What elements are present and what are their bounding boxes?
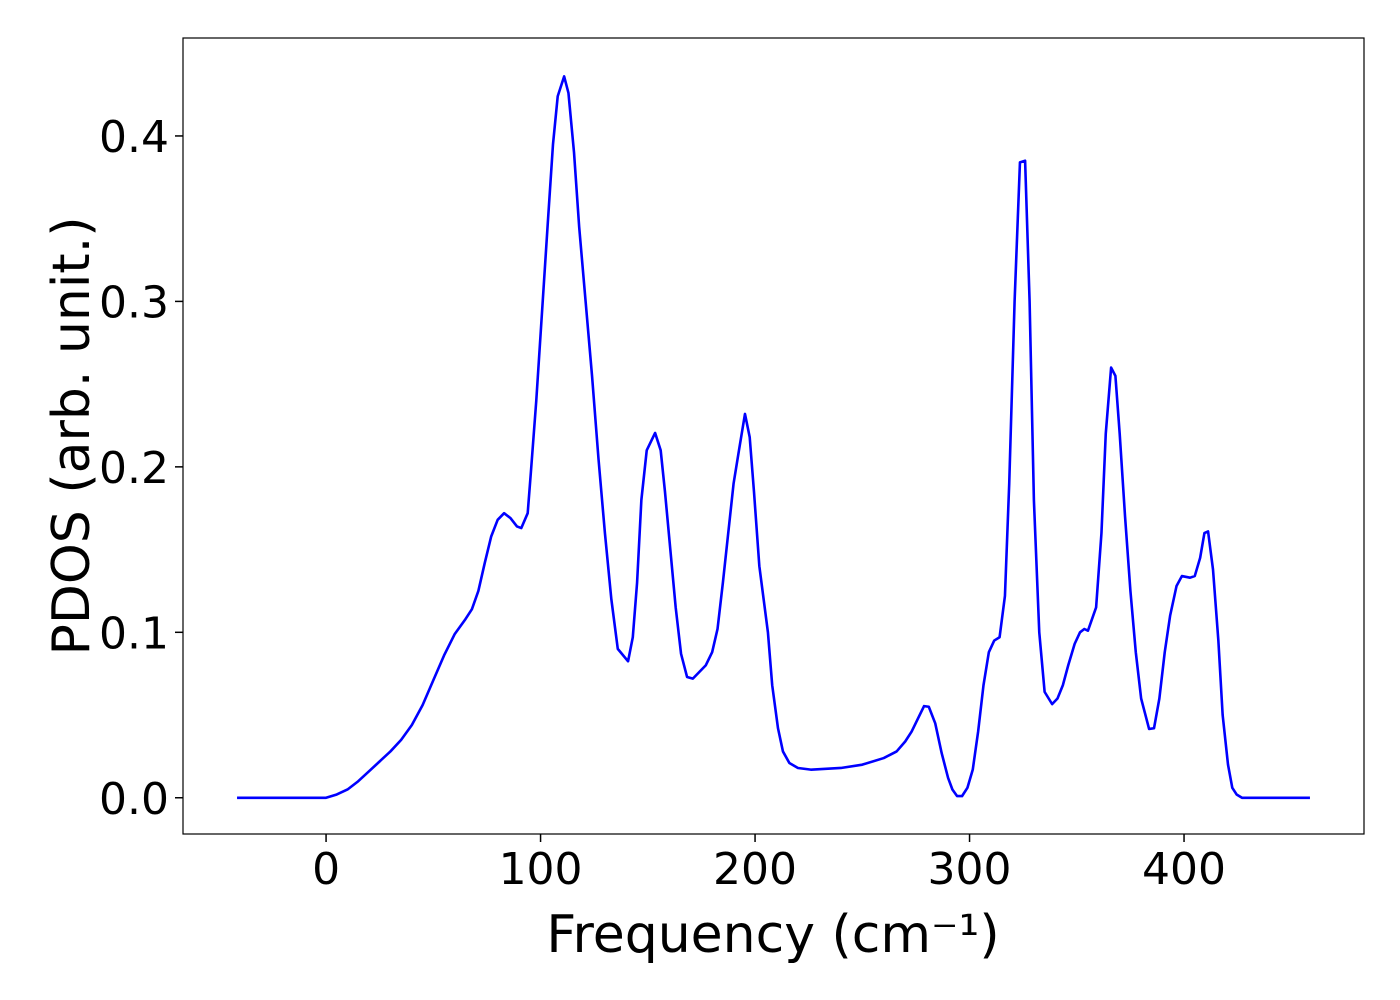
data-line xyxy=(237,75,1310,800)
y-tick-label: 0.0 xyxy=(99,774,169,825)
plot-frame xyxy=(182,37,1365,835)
y-tick-label: 0.2 xyxy=(99,443,169,494)
x-tick-label: 100 xyxy=(499,844,583,895)
y-tick-label: 0.1 xyxy=(99,608,169,659)
y-tick-label: 0.3 xyxy=(99,277,169,328)
x-tick-label: 200 xyxy=(713,844,797,895)
x-tick-label: 400 xyxy=(1142,844,1226,895)
x-tick-label: 0 xyxy=(312,844,340,895)
x-tick-label: 300 xyxy=(928,844,1012,895)
y-axis-label: PDOS (arb. unit.) xyxy=(42,216,102,655)
x-axis-label: Frequency (cm⁻¹) xyxy=(546,905,999,965)
y-tick-label: 0.4 xyxy=(99,112,169,163)
